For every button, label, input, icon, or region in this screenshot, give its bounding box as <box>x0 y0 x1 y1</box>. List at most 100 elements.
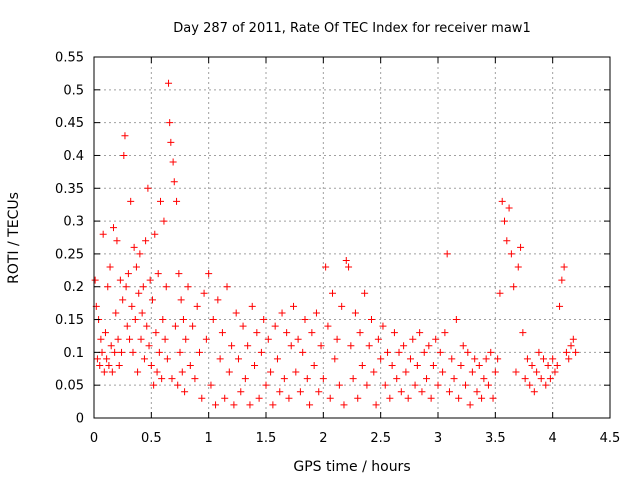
data-point <box>514 263 522 271</box>
data-point <box>351 309 359 317</box>
data-point <box>432 335 440 343</box>
data-point <box>177 296 185 304</box>
data-point <box>349 375 357 383</box>
data-point <box>393 375 401 383</box>
data-point <box>135 289 143 297</box>
data-point <box>99 230 107 238</box>
data-point <box>253 329 261 337</box>
data-point <box>388 361 396 369</box>
data-point <box>466 401 474 409</box>
data-point <box>168 375 176 383</box>
data-point <box>397 388 405 396</box>
data-point <box>443 250 451 258</box>
data-point <box>457 361 465 369</box>
data-point <box>167 138 175 146</box>
data-point <box>400 342 408 350</box>
data-point <box>221 394 229 402</box>
data-point <box>439 368 447 376</box>
data-point <box>246 401 254 409</box>
data-point <box>338 302 346 310</box>
y-tick-label: 0.55 <box>55 51 84 66</box>
data-point <box>131 316 139 324</box>
data-point <box>283 329 291 337</box>
plot-frame <box>93 56 611 419</box>
data-point <box>162 283 170 291</box>
data-point <box>166 119 174 127</box>
data-point <box>104 283 112 291</box>
data-point <box>294 335 302 343</box>
data-point <box>97 335 105 343</box>
data-point <box>468 368 476 376</box>
data-point <box>165 79 173 87</box>
x-tick-label: 4.5 <box>600 431 621 446</box>
data-point <box>377 355 385 363</box>
tick-labels: 0 0.5 1 1.5 2 2.5 3 3.5 4 4.5 0 0.05 0.1 0.15 0.2 0.25 0… <box>55 51 620 447</box>
data-point <box>342 256 350 264</box>
data-point <box>115 361 123 369</box>
data-point <box>146 276 154 284</box>
data-point <box>278 309 286 317</box>
data-point <box>181 388 189 396</box>
data-point <box>452 316 460 324</box>
data-point <box>230 401 238 409</box>
data-point <box>152 329 160 337</box>
data-point <box>354 394 362 402</box>
data-point <box>251 361 259 369</box>
data-point <box>239 322 247 330</box>
chart-title: Day 287 of 2011, Rate Of TEC Index for r… <box>173 21 530 36</box>
data-point <box>214 296 222 304</box>
data-point <box>317 342 325 350</box>
x-axis-label: GPS time / hours <box>293 459 410 475</box>
data-point <box>361 289 369 297</box>
data-point <box>533 368 541 376</box>
data-point <box>223 283 231 291</box>
data-point <box>186 361 194 369</box>
data-point <box>218 329 226 337</box>
data-point <box>113 237 121 245</box>
data-point <box>546 375 554 383</box>
data-point <box>413 361 421 369</box>
data-point <box>228 342 236 350</box>
data-point <box>505 204 513 212</box>
data-point <box>158 375 166 383</box>
data-point <box>129 348 137 356</box>
data-point <box>271 322 279 330</box>
data-point <box>193 302 201 310</box>
data-point <box>549 355 557 363</box>
data-point <box>124 270 132 278</box>
data-point <box>138 309 146 317</box>
data-point <box>372 401 380 409</box>
data-point <box>340 401 348 409</box>
data-point <box>374 335 382 343</box>
data-point <box>484 381 492 389</box>
data-point <box>122 283 130 291</box>
x-tick-label: 0.5 <box>141 431 162 446</box>
data-point <box>553 361 561 369</box>
data-point <box>434 381 442 389</box>
data-point <box>142 237 150 245</box>
data-point <box>306 401 314 409</box>
y-tick-label: 0.3 <box>63 215 84 230</box>
data-point <box>105 361 113 369</box>
data-point <box>174 381 182 389</box>
data-point <box>425 342 433 350</box>
data-point <box>273 355 281 363</box>
x-tick-label: 3 <box>434 431 442 446</box>
data-point <box>567 342 575 350</box>
data-point <box>116 276 124 284</box>
data-point <box>216 355 224 363</box>
data-point <box>296 388 304 396</box>
data-point <box>150 381 158 389</box>
data-point <box>155 348 163 356</box>
data-point <box>176 348 184 356</box>
data-point <box>161 335 169 343</box>
data-point <box>212 401 220 409</box>
data-point <box>489 394 497 402</box>
data-point <box>130 243 138 251</box>
data-point <box>379 322 387 330</box>
data-point <box>315 388 323 396</box>
x-tick-label: 1 <box>205 431 213 446</box>
data-point <box>519 329 527 337</box>
data-point <box>459 342 467 350</box>
data-point <box>182 335 190 343</box>
